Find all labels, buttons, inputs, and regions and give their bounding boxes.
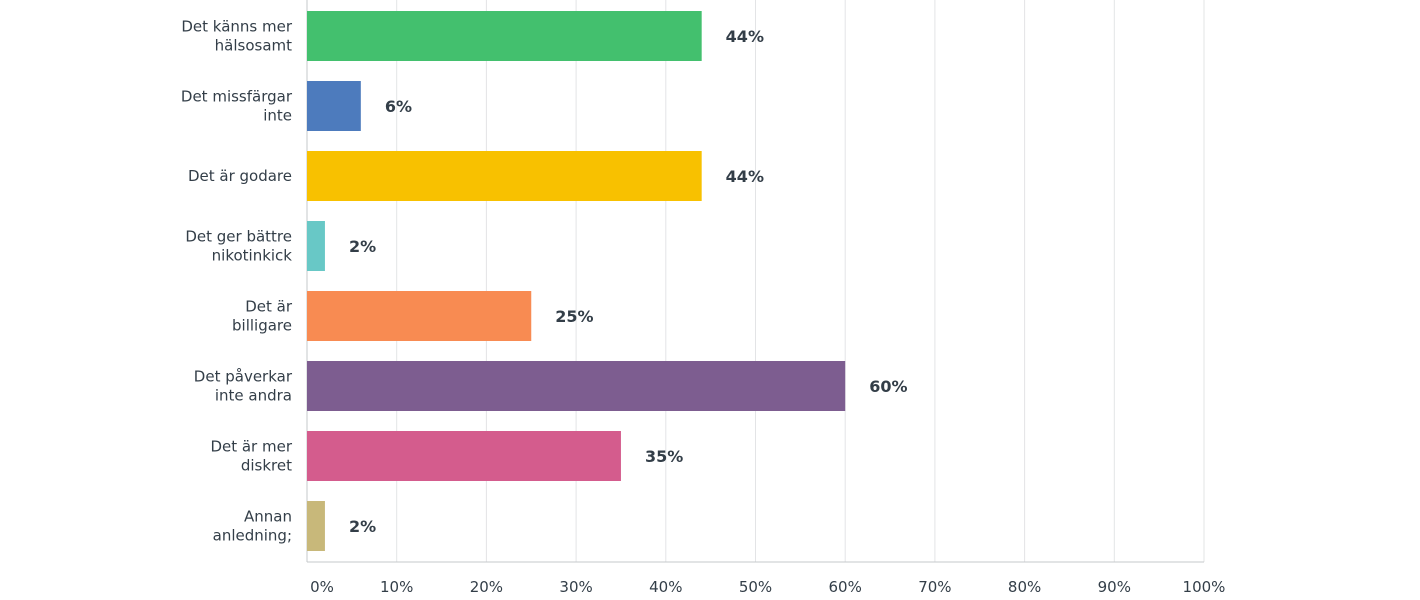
bar-4 [307,291,532,341]
bar-6 [307,431,621,481]
x-tick-label-10: 10% [380,578,413,596]
category-label-layer: Det känns mer hälsosamt Det missfärgar inte… [181,18,293,545]
x-tick-label-90: 90% [1098,578,1131,596]
category-label-0: Det känns mer hälsosamt [181,18,292,55]
category-label-5: Det påverkar inte andra [194,368,293,405]
value-label-7: 2% [349,517,376,536]
value-label-3: 2% [349,237,376,256]
bar-3 [307,221,325,271]
category-label-3: Det ger bättre nikotinkick [185,228,292,265]
bar-2 [307,151,702,201]
x-tick-label-70: 70% [918,578,951,596]
value-label-5: 60% [869,377,907,396]
bar-0 [307,11,702,61]
x-tick-label-60: 60% [829,578,862,596]
value-label-6: 35% [645,447,683,466]
category-label-6: Det är mer diskret [210,438,292,475]
category-label-1: Det missfärgar inte [181,88,293,125]
x-tick-label-0: 0% [310,578,334,596]
category-label-4: Det är billigare [232,298,293,335]
x-tick-label-20: 20% [470,578,503,596]
value-label-layer: 44% 6% 44% 2% 25% 60% 35% 2% [349,27,908,536]
value-label-0: 44% [726,27,764,46]
bar-layer [307,11,846,551]
x-tick-label-30: 30% [559,578,592,596]
category-label-7: Annan anledning; [213,508,292,545]
category-label-2: Det är godare [188,167,292,185]
x-tick-label-100: 100% [1183,578,1226,596]
value-label-2: 44% [726,167,764,186]
bar-5 [307,361,846,411]
x-axis-tick-layer: 0% 10% 20% 30% 40% 50% 60% 70% 80% 90% 100% [310,578,1225,596]
bar-7 [307,501,325,551]
x-tick-label-80: 80% [1008,578,1041,596]
value-label-4: 25% [555,307,593,326]
x-tick-label-50: 50% [739,578,772,596]
x-tick-label-40: 40% [649,578,682,596]
bar-1 [307,81,361,131]
value-label-1: 6% [385,97,412,116]
